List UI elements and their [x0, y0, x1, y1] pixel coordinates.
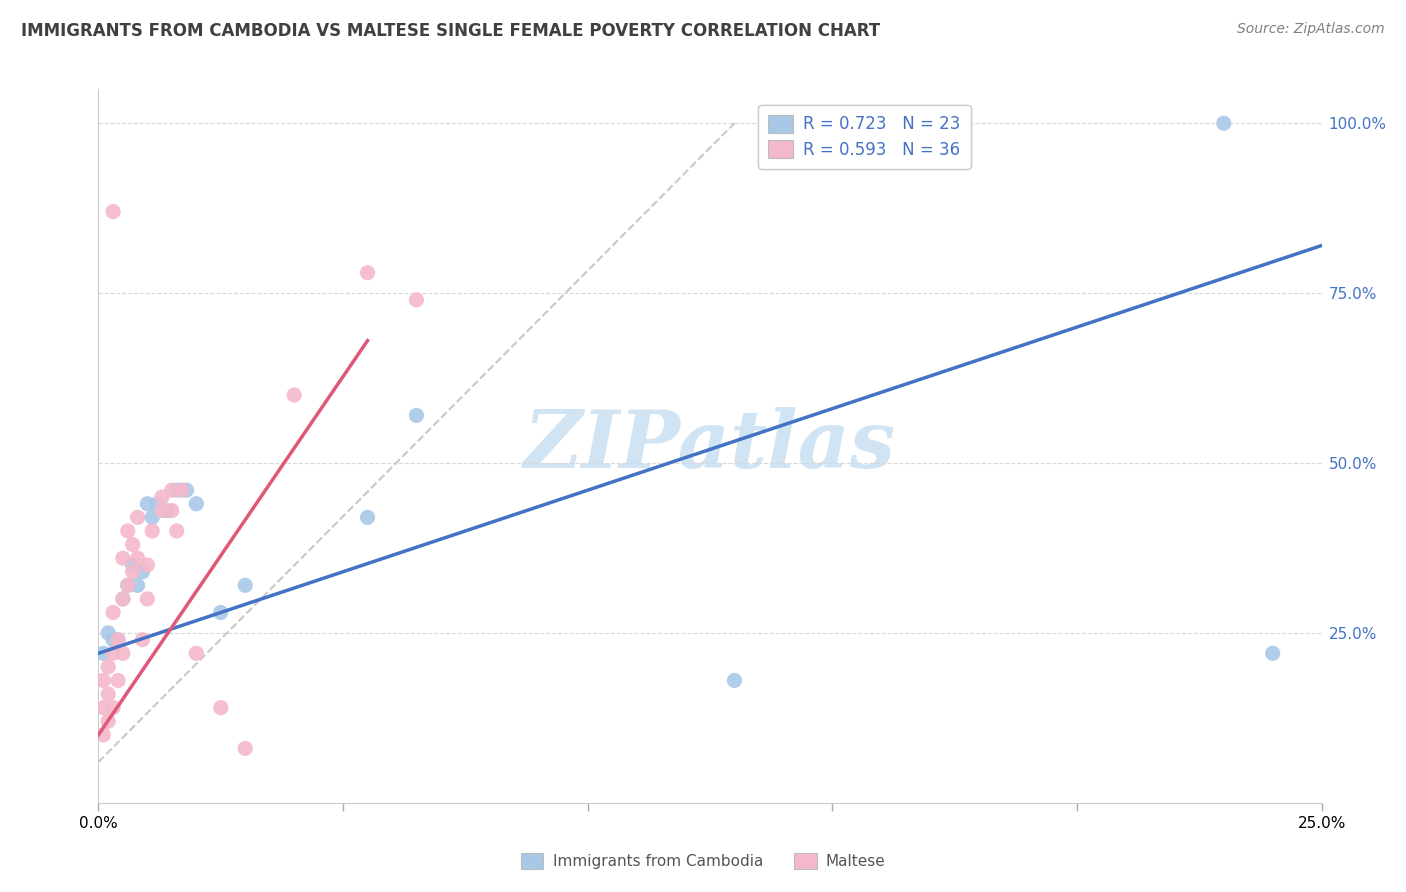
Point — [176, 483, 198, 498]
Point — [283, 388, 305, 402]
Point — [1212, 116, 1234, 130]
Point — [160, 483, 183, 498]
Point — [97, 660, 120, 674]
Point — [150, 503, 173, 517]
Point — [136, 497, 159, 511]
Point — [127, 551, 149, 566]
Point — [186, 646, 208, 660]
Point — [97, 626, 120, 640]
Point — [101, 632, 124, 647]
Point — [141, 524, 163, 538]
Point — [101, 204, 124, 219]
Point — [91, 673, 114, 688]
Point — [723, 673, 745, 688]
Point — [117, 578, 139, 592]
Point — [127, 578, 149, 592]
Point — [141, 510, 163, 524]
Point — [111, 551, 134, 566]
Point — [233, 578, 256, 592]
Point — [111, 591, 134, 606]
Point — [121, 537, 143, 551]
Point — [107, 632, 129, 647]
Point — [233, 741, 256, 756]
Legend: R = 0.723   N = 23, R = 0.593   N = 36: R = 0.723 N = 23, R = 0.593 N = 36 — [758, 104, 970, 169]
Point — [146, 497, 169, 511]
Point — [136, 591, 159, 606]
Point — [186, 497, 208, 511]
Point — [131, 565, 153, 579]
Point — [111, 646, 134, 660]
Point — [1261, 646, 1284, 660]
Point — [209, 700, 232, 714]
Point — [166, 483, 188, 498]
Point — [91, 646, 114, 660]
Point — [405, 409, 427, 423]
Text: IMMIGRANTS FROM CAMBODIA VS MALTESE SINGLE FEMALE POVERTY CORRELATION CHART: IMMIGRANTS FROM CAMBODIA VS MALTESE SING… — [21, 22, 880, 40]
Point — [91, 728, 114, 742]
Point — [150, 490, 173, 504]
Text: ZIPatlas: ZIPatlas — [524, 408, 896, 484]
Point — [97, 687, 120, 701]
Point — [91, 700, 114, 714]
Legend: Immigrants from Cambodia, Maltese: Immigrants from Cambodia, Maltese — [515, 847, 891, 875]
Point — [121, 558, 143, 572]
Text: Source: ZipAtlas.com: Source: ZipAtlas.com — [1237, 22, 1385, 37]
Point — [101, 606, 124, 620]
Point — [160, 503, 183, 517]
Point — [127, 510, 149, 524]
Point — [356, 266, 378, 280]
Point — [111, 591, 134, 606]
Point — [121, 565, 143, 579]
Point — [405, 293, 427, 307]
Point — [117, 578, 139, 592]
Point — [136, 558, 159, 572]
Point — [117, 524, 139, 538]
Point — [209, 606, 232, 620]
Point — [166, 524, 188, 538]
Point — [101, 700, 124, 714]
Point — [356, 510, 378, 524]
Point — [107, 673, 129, 688]
Point — [156, 503, 179, 517]
Point — [131, 632, 153, 647]
Point — [107, 632, 129, 647]
Point — [170, 483, 193, 498]
Point — [101, 646, 124, 660]
Point — [97, 714, 120, 729]
